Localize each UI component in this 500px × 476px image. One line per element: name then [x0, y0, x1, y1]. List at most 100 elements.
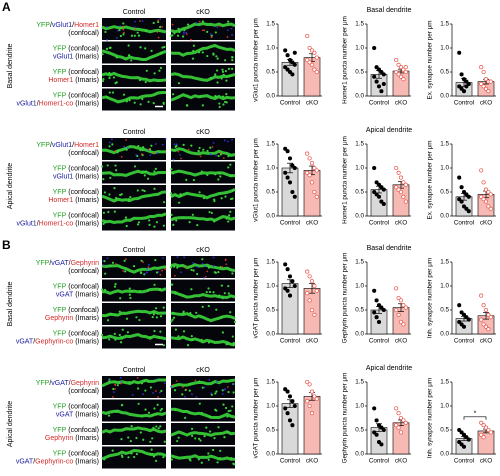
x-tick-label: Control [280, 100, 300, 107]
spine [184, 416, 187, 419]
spine [198, 402, 201, 405]
puncta [147, 266, 150, 269]
spine [120, 193, 123, 196]
puncta [185, 33, 188, 35]
spine [221, 70, 225, 73]
puncta [138, 158, 141, 161]
spine [150, 49, 153, 52]
spine [217, 270, 220, 274]
data-point [483, 324, 489, 329]
data-point [459, 72, 464, 77]
spine [149, 440, 152, 443]
data-point [312, 312, 317, 317]
spine [106, 164, 109, 167]
spine [172, 148, 176, 152]
row-label-part: YFP [53, 330, 67, 337]
spine [120, 335, 123, 339]
spine [147, 100, 150, 103]
spine [174, 408, 177, 412]
puncta [230, 27, 233, 30]
x-tick-label: cKO [480, 458, 492, 465]
spine [182, 143, 185, 146]
puncta [119, 376, 122, 379]
data-point [314, 288, 319, 293]
spine [216, 57, 219, 60]
puncta [145, 271, 148, 274]
micrograph [102, 138, 166, 160]
y-tick-label: 0.5 [440, 427, 449, 434]
data-point [457, 319, 462, 325]
row-label: (confocal) [68, 30, 99, 37]
puncta [202, 276, 205, 279]
puncta [192, 262, 195, 264]
spine [148, 223, 151, 226]
row-label-part: Gephyrin [71, 380, 100, 387]
y-axis-label: Homer1 puncta number per μm [342, 136, 349, 224]
puncta [181, 386, 184, 388]
spine [137, 34, 141, 37]
dendrite [170, 407, 236, 419]
data-point [287, 180, 293, 185]
data-point [466, 209, 471, 214]
row-label-part: YFP [53, 427, 67, 434]
spine [146, 380, 150, 383]
row-label-part: (Imaris) [75, 458, 99, 465]
spine [174, 328, 178, 331]
puncta [191, 393, 193, 396]
spine [155, 221, 158, 224]
puncta [120, 381, 123, 383]
spine [177, 82, 181, 85]
data-point [283, 146, 288, 151]
puncta [195, 22, 198, 25]
data-point [488, 206, 493, 211]
y-tick-label: 0.0 [266, 331, 275, 338]
spine [120, 437, 123, 441]
spine [105, 96, 109, 99]
spine [225, 93, 228, 96]
spine [101, 288, 104, 291]
spine [150, 448, 153, 451]
spine [113, 187, 116, 190]
spine [114, 283, 117, 286]
data-point [464, 206, 469, 211]
panel-label: B [2, 238, 11, 252]
data-point [379, 305, 384, 310]
spine [160, 51, 163, 54]
row-label: Homer1 (Imaris) [48, 77, 99, 84]
puncta [141, 153, 143, 156]
spine [172, 311, 175, 314]
spine [152, 455, 156, 458]
data-point [394, 185, 399, 190]
puncta [146, 268, 148, 270]
row-label: YFP/vGlut1/Homer1 [36, 22, 99, 29]
spine [179, 195, 182, 198]
row-label-part: / [37, 220, 39, 227]
puncta [212, 265, 215, 267]
row-label-part: vGAT [51, 380, 69, 387]
data-point [481, 180, 486, 185]
spine [209, 415, 212, 418]
data-point [312, 189, 317, 195]
row-label-part: (Imaris) [75, 291, 99, 298]
spine [148, 219, 151, 222]
row-label-part: Gephyrin-co [35, 458, 73, 465]
data-point [464, 315, 469, 320]
puncta [157, 36, 160, 39]
row-label: (confocal) [68, 150, 99, 157]
bar [392, 422, 410, 455]
data-point [374, 79, 379, 84]
data-point [292, 165, 297, 171]
spine [113, 332, 116, 336]
spine [153, 329, 156, 333]
spine [191, 434, 194, 438]
row-label-part: vGlut1 [16, 100, 36, 107]
spine [227, 431, 230, 434]
dendrite [170, 430, 236, 437]
data-point [285, 149, 290, 154]
data-point [457, 175, 462, 180]
puncta [135, 154, 138, 156]
data-point [461, 444, 467, 449]
spine [112, 387, 115, 391]
spine [118, 310, 121, 313]
spine [227, 20, 230, 23]
